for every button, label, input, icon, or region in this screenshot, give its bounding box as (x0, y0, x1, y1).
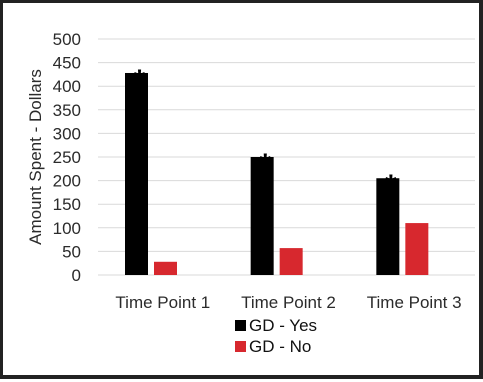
y-tick-label: 100 (53, 219, 81, 238)
x-category-label: Time Point 2 (241, 293, 336, 312)
y-tick-label: 300 (53, 124, 81, 143)
y-tick-label: 200 (53, 172, 81, 191)
bar-gd-no (154, 261, 177, 275)
bar-gd-no (405, 223, 429, 275)
x-category-label: Time Point 1 (115, 293, 210, 312)
y-tick-label: 250 (53, 148, 81, 167)
bar-chart: 0 50 100 150 200 250 300 350 400 450 500 * * * Time … (26, 30, 475, 356)
bar-gd-yes (125, 72, 148, 275)
y-tick-label: 500 (53, 30, 81, 49)
legend-swatch (235, 341, 246, 352)
y-tick-label: 350 (53, 101, 81, 120)
y-tick-label: 150 (53, 195, 81, 214)
y-tick-label: 50 (62, 242, 81, 261)
y-tick-label: 400 (53, 77, 81, 96)
significance-star: * (259, 148, 271, 181)
y-axis-label: Amount Spent - Dollars (26, 69, 45, 245)
significance-star: * (134, 64, 146, 97)
legend-label: GD - No (249, 337, 311, 356)
x-category-label: Time Point 3 (367, 293, 462, 312)
bar-gd-yes (250, 157, 274, 275)
y-tick-label: 0 (72, 266, 81, 285)
bar-gd-yes (376, 178, 400, 275)
legend-swatch (235, 320, 246, 331)
bar-gd-no (279, 248, 303, 275)
y-tick-label: 450 (53, 54, 81, 73)
legend-label: GD - Yes (249, 316, 317, 335)
significance-star: * (385, 169, 397, 202)
